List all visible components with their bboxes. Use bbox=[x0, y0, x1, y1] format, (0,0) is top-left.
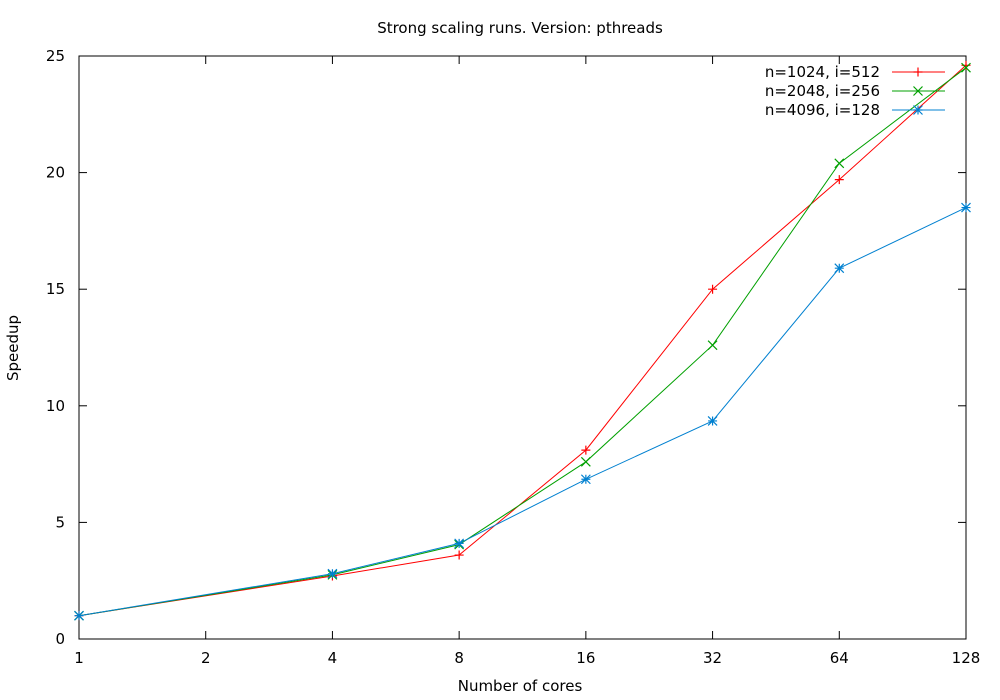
y-axis-label: Speedup bbox=[4, 315, 22, 381]
legend-item: n=1024, i=512 bbox=[765, 63, 945, 81]
data-point bbox=[454, 550, 464, 560]
legend-item: n=4096, i=128 bbox=[765, 101, 945, 119]
data-point bbox=[707, 340, 718, 351]
series-3 bbox=[74, 202, 971, 621]
y-tick-label: 20 bbox=[46, 164, 65, 182]
legend-label: n=1024, i=512 bbox=[765, 63, 880, 81]
data-point bbox=[961, 202, 971, 213]
legend-item: n=2048, i=256 bbox=[765, 82, 945, 100]
series-line bbox=[78, 64, 967, 617]
series-line bbox=[78, 207, 967, 617]
x-tick-label: 128 bbox=[952, 649, 981, 667]
x-tick-label: 4 bbox=[328, 649, 338, 667]
x-tick-label: 32 bbox=[703, 649, 722, 667]
data-point bbox=[74, 610, 84, 621]
y-tick-label: 10 bbox=[46, 397, 65, 415]
y-axis: 0 5 10 15 20 25 bbox=[46, 47, 966, 648]
legend-label: n=4096, i=128 bbox=[765, 101, 880, 119]
data-point bbox=[708, 284, 718, 294]
legend-swatch-marker bbox=[913, 67, 923, 77]
data-point bbox=[834, 175, 844, 185]
y-tick-label: 25 bbox=[46, 47, 65, 65]
data-point bbox=[327, 568, 338, 579]
series-line bbox=[78, 67, 967, 617]
data-point bbox=[454, 538, 465, 549]
x-tick-label: 1 bbox=[74, 649, 84, 667]
legend-swatch-marker bbox=[913, 86, 923, 96]
data-point bbox=[961, 62, 971, 73]
x-tick-label: 16 bbox=[576, 649, 595, 667]
data-point bbox=[707, 416, 718, 426]
x-tick-label: 8 bbox=[454, 649, 464, 667]
x-tick-label: 64 bbox=[830, 649, 849, 667]
data-point bbox=[834, 263, 845, 274]
series-1 bbox=[74, 60, 971, 621]
y-tick-label: 5 bbox=[55, 513, 65, 531]
data-point bbox=[834, 158, 845, 169]
legend-swatch-marker bbox=[913, 105, 923, 115]
series-layer bbox=[74, 60, 971, 621]
legend-label: n=2048, i=256 bbox=[765, 82, 880, 100]
chart-title: Strong scaling runs. Version: pthreads bbox=[377, 19, 663, 37]
data-point bbox=[581, 445, 591, 455]
data-point bbox=[580, 456, 591, 467]
x-tick-label: 2 bbox=[201, 649, 211, 667]
y-tick-label: 15 bbox=[46, 280, 65, 298]
x-axis: 1 2 4 8 16 32 64 128 bbox=[74, 56, 980, 667]
series-2 bbox=[74, 62, 971, 621]
y-tick-label: 0 bbox=[55, 630, 65, 648]
data-point bbox=[580, 474, 591, 485]
plot-area-border bbox=[78, 55, 967, 640]
x-axis-label: Number of cores bbox=[458, 677, 583, 695]
